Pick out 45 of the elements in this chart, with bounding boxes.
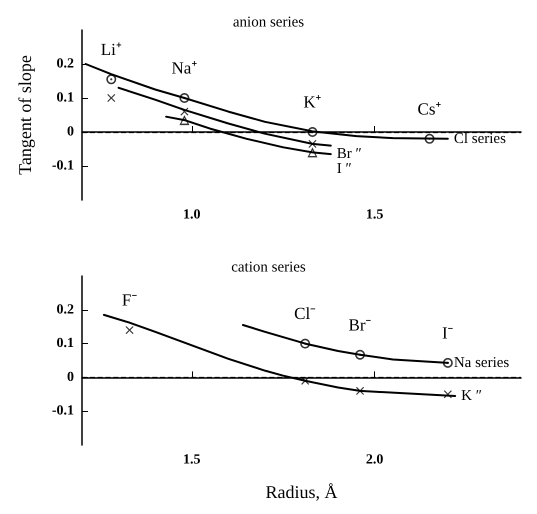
legend-label: Br ″ [336, 146, 362, 162]
y-axis-title: Tangent of slope [15, 55, 35, 175]
annotation: Li⁺ [100, 40, 122, 59]
x-tick-label: 1.0 [183, 208, 200, 222]
series-label: I ″ [336, 160, 352, 177]
point [356, 386, 364, 395]
y-tick-label: 0 [67, 124, 74, 140]
x-tick-label: 1.5 [183, 452, 200, 468]
point [107, 94, 116, 102]
x-axis-title: Radius, Å [266, 482, 338, 502]
x-tick-label: 1.5 [366, 208, 384, 222]
annotation: Cs⁺ [418, 99, 442, 118]
y-tick-label: 0.2 [56, 302, 74, 318]
series-label: K ″ [461, 388, 482, 404]
annotation: Na⁺ [172, 58, 198, 78]
point [106, 74, 116, 84]
point [126, 326, 134, 334]
point [424, 134, 435, 144]
point [444, 390, 452, 398]
chart-title: cation series [231, 260, 306, 276]
point [307, 127, 318, 137]
x-tick-label: 2.0 [366, 452, 384, 468]
y-tick-label: 0 [67, 370, 74, 385]
point [442, 358, 453, 368]
point [355, 350, 366, 360]
point [300, 338, 310, 349]
annotation: K⁺ [303, 92, 322, 112]
annotation: Br⁻ [348, 315, 372, 334]
y-tick-label: -0.1 [52, 158, 74, 174]
chart-title: anion series [232, 14, 304, 30]
point [179, 115, 190, 126]
annotation: I⁻ [442, 323, 454, 342]
y-tick-label: 0.2 [56, 56, 74, 72]
point [179, 93, 190, 103]
y-tick-label: 0.1 [56, 336, 74, 352]
point [307, 147, 318, 158]
series-label: Cl series [454, 130, 506, 147]
point [301, 376, 310, 385]
annotation: Cl⁻ [294, 304, 316, 324]
point [180, 108, 188, 116]
y-tick-label: -0.1 [52, 404, 74, 419]
series-label: Na series [454, 354, 510, 371]
annotation: F⁻ [122, 290, 138, 310]
point [308, 140, 316, 148]
y-tick-label: 0.1 [56, 90, 74, 106]
